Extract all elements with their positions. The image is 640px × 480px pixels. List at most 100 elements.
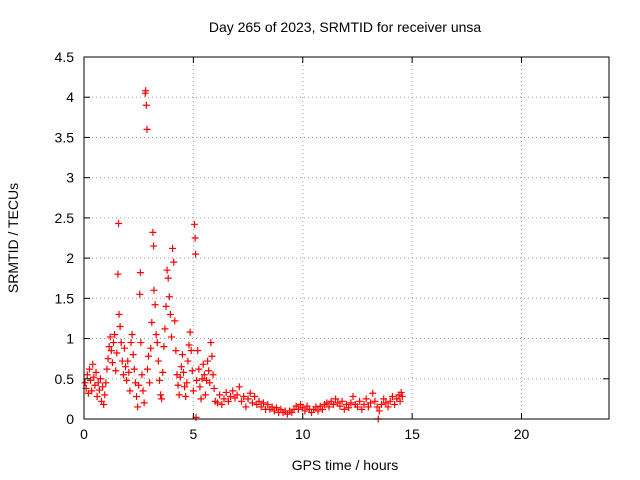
data-point: [312, 403, 320, 411]
data-point: [314, 407, 322, 415]
data-point: [83, 371, 91, 379]
data-point: [175, 391, 183, 399]
data-point: [93, 392, 101, 400]
data-point: [332, 395, 340, 403]
data-point: [197, 395, 205, 403]
data-point: [100, 401, 108, 409]
data-point: [329, 401, 337, 409]
data-point: [182, 392, 190, 400]
data-point: [336, 402, 344, 410]
data-point: [195, 365, 203, 373]
data-point: [94, 379, 102, 387]
data-point: [126, 387, 134, 395]
data-point: [224, 397, 232, 405]
data-points: [81, 87, 406, 423]
data-point: [208, 352, 216, 360]
data-point: [198, 375, 206, 383]
data-point: [145, 352, 153, 360]
data-point: [194, 347, 202, 355]
data-point: [101, 391, 109, 399]
data-point: [192, 250, 200, 258]
data-point: [362, 395, 370, 403]
data-point: [200, 371, 208, 379]
data-point: [123, 376, 131, 384]
data-point: [191, 234, 199, 242]
data-point: [382, 399, 390, 407]
data-point: [158, 395, 166, 403]
data-point: [151, 301, 159, 309]
data-point: [129, 351, 137, 359]
y-tick-label: 1: [66, 331, 74, 347]
data-point: [153, 339, 161, 347]
data-point: [340, 405, 348, 413]
data-point: [398, 392, 406, 400]
y-tick-label: 0: [66, 411, 74, 427]
data-point: [185, 341, 193, 349]
data-point: [155, 376, 163, 384]
data-point: [160, 343, 168, 351]
data-point: [88, 387, 96, 395]
data-point: [244, 395, 252, 403]
data-point: [136, 269, 144, 277]
x-tick-label: 10: [295, 426, 311, 442]
y-tick-label: 3.5: [55, 129, 75, 145]
data-point: [87, 376, 95, 384]
data-point: [104, 355, 112, 363]
data-point: [110, 339, 118, 347]
data-point: [150, 242, 158, 250]
data-point: [85, 365, 93, 373]
data-point: [235, 383, 243, 391]
data-point: [136, 290, 144, 298]
data-point: [201, 391, 209, 399]
data-point: [318, 405, 326, 413]
data-point: [186, 328, 194, 336]
data-point: [177, 363, 185, 371]
data-point: [349, 392, 357, 400]
data-point: [181, 383, 189, 391]
x-axis-label: GPS time / hours: [292, 457, 399, 473]
data-point: [138, 371, 146, 379]
data-point: [127, 339, 135, 347]
data-point: [301, 407, 309, 415]
data-point: [116, 322, 124, 330]
data-point: [233, 391, 241, 399]
data-point: [108, 359, 116, 367]
data-point: [143, 125, 151, 133]
data-point: [294, 405, 302, 413]
data-point: [378, 401, 385, 409]
data-point: [380, 395, 388, 403]
data-point: [107, 347, 115, 355]
data-point: [140, 399, 148, 407]
data-point: [133, 392, 140, 400]
y-tick-label: 1.5: [55, 290, 75, 306]
data-point: [143, 365, 151, 373]
data-point: [114, 270, 122, 278]
data-point: [205, 367, 213, 375]
data-point: [148, 318, 156, 326]
data-point: [206, 379, 214, 387]
data-point: [170, 258, 178, 266]
data-point: [96, 375, 104, 383]
data-point: [115, 310, 123, 318]
data-point: [323, 399, 331, 407]
data-point: [180, 368, 188, 376]
data-point: [207, 339, 215, 347]
data-point: [150, 286, 158, 294]
data-point: [220, 395, 228, 403]
data-point: [142, 101, 150, 109]
data-point: [159, 368, 167, 376]
data-point: [99, 383, 107, 391]
data-point: [268, 403, 276, 411]
data-point: [189, 387, 197, 395]
data-point: [92, 368, 100, 376]
data-point: [135, 381, 143, 389]
chart-title: Day 265 of 2023, SRMTID for receiver uns…: [209, 19, 482, 35]
data-point: [125, 368, 133, 376]
data-point: [130, 365, 138, 373]
data-point: [119, 371, 127, 379]
data-point: [112, 367, 120, 375]
data-point: [172, 347, 180, 355]
data-point: [103, 365, 111, 373]
data-point: [255, 397, 263, 405]
data-point: [168, 333, 175, 341]
